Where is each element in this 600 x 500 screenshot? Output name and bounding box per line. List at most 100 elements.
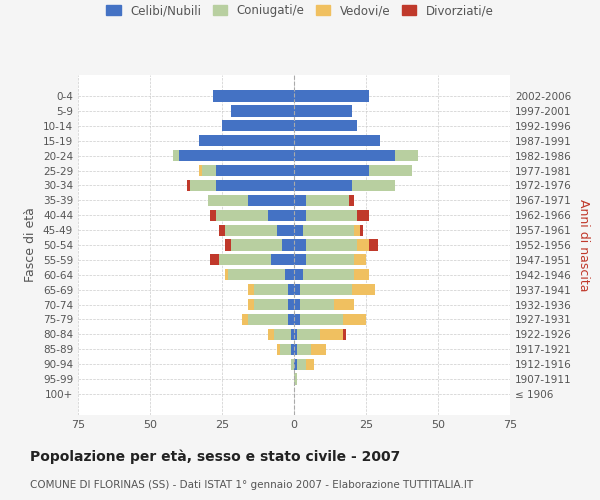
- Text: Popolazione per età, sesso e stato civile - 2007: Popolazione per età, sesso e stato civil…: [30, 450, 400, 464]
- Y-axis label: Anni di nascita: Anni di nascita: [577, 198, 590, 291]
- Bar: [305, 210, 358, 221]
- Bar: [294, 210, 305, 221]
- Bar: [187, 180, 190, 191]
- Bar: [294, 329, 297, 340]
- Bar: [199, 165, 202, 176]
- Bar: [294, 194, 305, 206]
- Bar: [202, 165, 216, 176]
- Bar: [291, 329, 294, 340]
- Bar: [222, 120, 294, 132]
- Bar: [343, 314, 366, 325]
- Bar: [230, 240, 283, 250]
- Bar: [288, 314, 294, 325]
- Bar: [294, 165, 369, 176]
- Bar: [294, 374, 297, 384]
- Bar: [297, 344, 311, 355]
- Bar: [230, 106, 294, 117]
- Bar: [305, 240, 358, 250]
- Bar: [300, 284, 352, 296]
- Bar: [211, 210, 216, 221]
- Bar: [294, 135, 380, 146]
- Bar: [355, 269, 369, 280]
- Bar: [277, 224, 294, 235]
- Bar: [248, 284, 254, 296]
- Bar: [254, 299, 288, 310]
- Bar: [216, 180, 294, 191]
- Bar: [277, 344, 280, 355]
- Bar: [228, 269, 286, 280]
- Bar: [216, 165, 294, 176]
- Bar: [343, 329, 346, 340]
- Bar: [286, 269, 294, 280]
- Bar: [294, 254, 305, 266]
- Bar: [271, 254, 294, 266]
- Bar: [268, 210, 294, 221]
- Bar: [248, 194, 294, 206]
- Bar: [352, 180, 395, 191]
- Bar: [294, 314, 300, 325]
- Bar: [219, 224, 225, 235]
- Bar: [291, 344, 294, 355]
- Bar: [294, 180, 352, 191]
- Text: COMUNE DI FLORINAS (SS) - Dati ISTAT 1° gennaio 2007 - Elaborazione TUTTITALIA.I: COMUNE DI FLORINAS (SS) - Dati ISTAT 1° …: [30, 480, 473, 490]
- Bar: [214, 90, 294, 102]
- Bar: [349, 194, 355, 206]
- Bar: [291, 358, 294, 370]
- Bar: [358, 210, 369, 221]
- Bar: [352, 284, 374, 296]
- Bar: [242, 314, 248, 325]
- Bar: [300, 299, 334, 310]
- Bar: [216, 210, 268, 221]
- Bar: [179, 150, 294, 161]
- Bar: [225, 269, 228, 280]
- Bar: [360, 224, 363, 235]
- Bar: [355, 224, 360, 235]
- Bar: [225, 224, 277, 235]
- Bar: [248, 299, 254, 310]
- Bar: [294, 240, 305, 250]
- Bar: [305, 254, 355, 266]
- Bar: [211, 254, 219, 266]
- Bar: [190, 180, 216, 191]
- Bar: [302, 224, 355, 235]
- Bar: [254, 284, 288, 296]
- Bar: [288, 299, 294, 310]
- Bar: [294, 106, 352, 117]
- Bar: [294, 344, 297, 355]
- Bar: [280, 344, 291, 355]
- Bar: [294, 358, 297, 370]
- Y-axis label: Fasce di età: Fasce di età: [25, 208, 37, 282]
- Bar: [283, 240, 294, 250]
- Bar: [288, 284, 294, 296]
- Bar: [355, 254, 366, 266]
- Bar: [294, 120, 358, 132]
- Bar: [294, 150, 395, 161]
- Legend: Celibi/Nubili, Coniugati/e, Vedovi/e, Divorziati/e: Celibi/Nubili, Coniugati/e, Vedovi/e, Di…: [103, 1, 497, 21]
- Bar: [173, 150, 179, 161]
- Bar: [297, 358, 305, 370]
- Bar: [219, 254, 271, 266]
- Bar: [294, 299, 300, 310]
- Bar: [294, 269, 302, 280]
- Bar: [208, 194, 248, 206]
- Bar: [302, 269, 355, 280]
- Bar: [294, 90, 369, 102]
- Bar: [294, 284, 300, 296]
- Bar: [268, 329, 274, 340]
- Bar: [274, 329, 291, 340]
- Bar: [300, 314, 343, 325]
- Bar: [369, 240, 377, 250]
- Bar: [334, 299, 355, 310]
- Bar: [248, 314, 288, 325]
- Bar: [294, 224, 302, 235]
- Bar: [311, 344, 326, 355]
- Bar: [225, 240, 230, 250]
- Bar: [199, 135, 294, 146]
- Bar: [320, 329, 343, 340]
- Bar: [369, 165, 412, 176]
- Bar: [305, 194, 349, 206]
- Bar: [395, 150, 418, 161]
- Bar: [305, 358, 314, 370]
- Bar: [297, 329, 320, 340]
- Bar: [358, 240, 369, 250]
